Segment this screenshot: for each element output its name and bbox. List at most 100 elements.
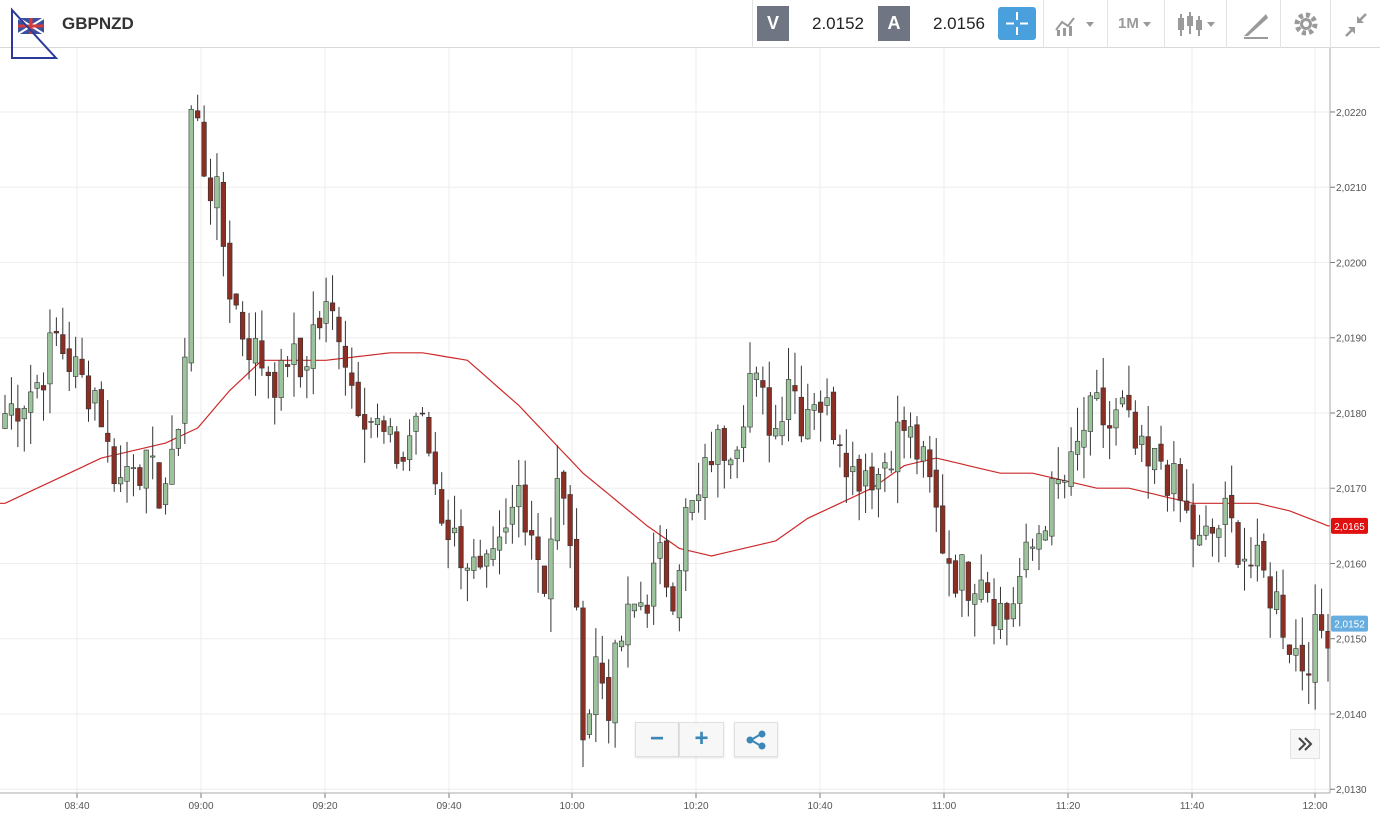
candle-body-up: [368, 421, 374, 423]
candle: [1312, 584, 1318, 710]
zoom-in-button[interactable]: +: [679, 722, 724, 757]
candle-body-up: [696, 494, 702, 501]
candle-body-up: [516, 485, 522, 508]
candle-body-up: [1113, 409, 1119, 429]
price-chart[interactable]: 2,0220 2,0210 2,0200 2,0190 2,0180 2,0170 2,01…: [0, 48, 1380, 822]
bid-value[interactable]: 2.0152: [812, 14, 864, 33]
candle-body-down: [1126, 394, 1132, 411]
candle: [715, 424, 721, 498]
candle-body-down: [15, 408, 21, 422]
collapse-icon[interactable]: [1340, 4, 1372, 44]
candle: [734, 446, 740, 479]
candle: [1087, 391, 1093, 456]
candle-body-up: [169, 448, 175, 485]
candle: [150, 426, 156, 480]
candle-body-up: [8, 403, 15, 416]
candle: [965, 561, 971, 617]
candle-body-down: [670, 586, 676, 612]
candle: [207, 158, 214, 225]
gear-icon[interactable]: [1290, 4, 1322, 44]
candle: [1068, 427, 1074, 496]
candle: [1203, 505, 1209, 540]
candle: [1293, 619, 1299, 672]
candle: [188, 105, 194, 372]
candle: [747, 342, 753, 433]
candle: [940, 474, 946, 555]
candle-body-down: [297, 337, 304, 378]
candle: [1286, 644, 1293, 664]
crosshair-button[interactable]: [998, 7, 1036, 40]
candle-body-down: [933, 469, 939, 508]
drawing-tool-icon[interactable]: [1240, 4, 1272, 44]
candle-body-up: [143, 449, 149, 489]
candle-body-up: [612, 642, 618, 724]
candle: [233, 293, 239, 310]
candle-body-down: [1209, 526, 1215, 534]
candle-body-down: [573, 538, 580, 608]
candle: [419, 407, 426, 417]
candle-body-down: [1280, 594, 1286, 638]
candle-body-up: [304, 366, 310, 371]
candle-body-down: [137, 467, 143, 486]
candle-body-up: [895, 421, 901, 473]
candle: [317, 310, 323, 340]
candle: [105, 400, 111, 463]
candle-body-down: [1164, 464, 1171, 496]
candle: [753, 366, 760, 397]
scroll-to-latest-button[interactable]: [1290, 729, 1320, 759]
candle: [426, 411, 432, 457]
candle: [79, 337, 85, 378]
candle: [1235, 520, 1241, 568]
candle: [644, 594, 650, 628]
candlestick-icon[interactable]: [1172, 4, 1222, 44]
candle-body-up: [175, 429, 182, 449]
candle-body-up: [907, 426, 914, 438]
candle: [657, 525, 663, 585]
crosshair-icon: [1006, 12, 1028, 35]
candle: [156, 462, 162, 509]
ask-value[interactable]: 2.0156: [933, 14, 985, 33]
candle: [509, 484, 515, 544]
candle: [773, 404, 779, 440]
candle-body-down: [561, 471, 567, 499]
candle: [323, 277, 329, 343]
candle: [991, 578, 997, 645]
candle-body-up: [586, 713, 593, 735]
indicators-icon[interactable]: [1052, 4, 1102, 44]
candle-body-down: [227, 242, 233, 300]
candle-body-up: [702, 457, 708, 499]
candle: [130, 454, 137, 497]
candle: [368, 417, 374, 439]
candle: [721, 425, 727, 489]
candle-body-up: [548, 538, 554, 600]
candle-body-down: [1004, 603, 1010, 620]
share-button[interactable]: [734, 722, 778, 757]
candle: [1254, 518, 1260, 582]
timeframe-label[interactable]: 1M: [1118, 15, 1139, 32]
candle: [1023, 523, 1029, 578]
candle-body-down: [1248, 564, 1254, 567]
candle: [683, 498, 689, 591]
candle-body-up: [1139, 435, 1145, 445]
candle: [182, 337, 188, 445]
candle: [824, 378, 830, 416]
candle: [997, 586, 1004, 640]
candle-body-down: [965, 561, 971, 601]
candle: [1119, 390, 1126, 408]
candle: [1280, 569, 1286, 650]
candle: [342, 320, 348, 396]
candle-body-up: [1119, 397, 1126, 405]
candle-body-down: [1261, 540, 1267, 571]
candle: [85, 360, 92, 422]
zoom-out-button[interactable]: −: [635, 722, 679, 757]
candle-body-down: [1132, 411, 1138, 449]
candle-body-down: [837, 444, 843, 446]
chevron-down-icon[interactable]: [1140, 4, 1156, 44]
candle: [1004, 601, 1010, 646]
candle-body-down: [439, 489, 445, 524]
candle: [432, 431, 438, 496]
candle: [445, 499, 451, 569]
candle-body-down: [1190, 504, 1196, 540]
candle-body-down: [265, 371, 271, 377]
candle-body-down: [40, 385, 47, 391]
